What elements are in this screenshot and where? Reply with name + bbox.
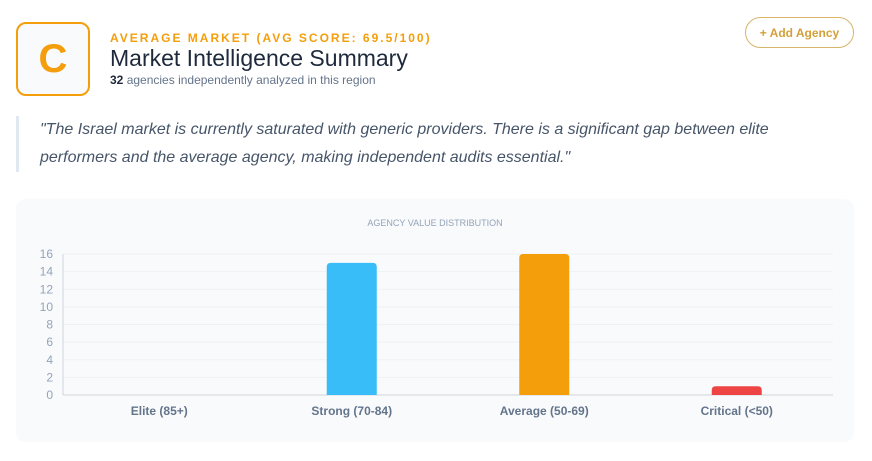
y-tick-label: 8 xyxy=(46,318,53,332)
y-tick-label: 16 xyxy=(40,247,54,261)
y-tick-label: 4 xyxy=(46,353,53,367)
x-tick-label: Average (50-69) xyxy=(500,404,589,418)
y-tick-label: 12 xyxy=(40,282,54,296)
chart-title: AGENCY VALUE DISTRIBUTION xyxy=(367,218,502,228)
x-tick-label: Critical (<50) xyxy=(701,404,773,418)
agency-count-text: 32 agencies independently analyzed in th… xyxy=(110,73,376,87)
bar-strong xyxy=(326,262,377,395)
chart-card xyxy=(16,199,854,442)
y-tick-label: 2 xyxy=(46,370,53,384)
bar-critical xyxy=(711,386,762,395)
agency-count: 32 xyxy=(110,73,124,87)
bar-average xyxy=(519,254,570,395)
y-tick-label: 6 xyxy=(46,335,53,349)
agency-count-label: agencies independently analyzed in this … xyxy=(123,73,376,87)
grade-badge: C xyxy=(16,22,90,96)
y-tick-label: 0 xyxy=(46,388,53,402)
market-rating: AVERAGE MARKET (AVG SCORE: 69.5/100) xyxy=(110,31,432,45)
x-tick-label: Elite (85+) xyxy=(131,404,188,418)
y-tick-label: 14 xyxy=(40,265,54,279)
market-quote: "The Israel market is currently saturate… xyxy=(16,116,806,172)
add-agency-button[interactable]: + Add Agency xyxy=(745,17,854,48)
page-title: Market Intelligence Summary xyxy=(110,45,408,71)
y-tick-label: 10 xyxy=(40,300,54,314)
x-tick-label: Strong (70-84) xyxy=(311,404,392,418)
